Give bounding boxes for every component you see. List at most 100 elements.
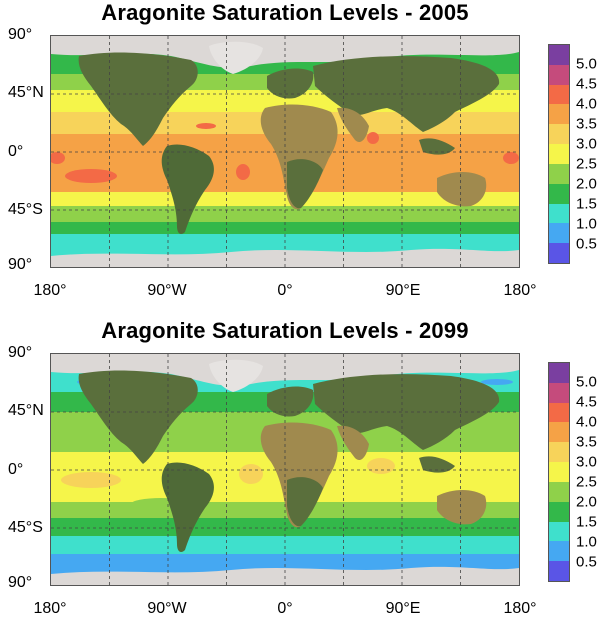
legend-tick: 1.0 <box>576 215 597 233</box>
x-label-180w: 180° <box>33 282 67 299</box>
legend-swatch <box>549 521 569 542</box>
legend-tick: 5.0 <box>576 373 597 391</box>
patch-pacific <box>61 472 121 488</box>
legend-tick: 0.5 <box>576 235 597 253</box>
legend-swatch <box>549 223 569 244</box>
legend-swatch <box>549 561 569 581</box>
legend-swatch <box>549 124 569 145</box>
legend-swatch <box>549 183 569 204</box>
map-title: Aragonite Saturation Levels - 2005 <box>101 0 469 25</box>
legend-tick: 3.5 <box>576 433 597 451</box>
legend-swatch <box>549 104 569 125</box>
y-label-45s: 45°S <box>8 519 43 536</box>
x-label-90w: 90°W <box>147 600 187 617</box>
x-label-180e: 180° <box>503 600 537 617</box>
legend-tick: 1.5 <box>576 195 597 213</box>
legend-swatch <box>549 163 569 184</box>
band-south-high <box>51 536 519 554</box>
legend-tick: 1.0 <box>576 533 597 551</box>
legend-swatch <box>549 481 569 502</box>
patch-atlantic <box>239 464 263 484</box>
legend-swatch <box>549 422 569 443</box>
legend-swatch <box>549 363 569 383</box>
legend-swatch <box>549 64 569 85</box>
legend-tick: 1.5 <box>576 513 597 531</box>
saturation-map <box>50 35 520 268</box>
hotspot-atlantic <box>236 164 250 180</box>
legend-swatch <box>549 442 569 463</box>
y-label-90n: 90° <box>8 26 33 43</box>
greenland <box>209 41 263 74</box>
hotspot-east-pacific <box>503 152 519 164</box>
color-legend <box>548 44 570 264</box>
legend-tick: 3.0 <box>576 135 597 153</box>
maritime-asia <box>419 138 455 155</box>
x-label-90e: 90°E <box>385 600 421 617</box>
legend-swatch <box>549 84 569 105</box>
y-label-45n: 45°N <box>8 84 44 101</box>
south-america <box>161 144 214 234</box>
legend-tick: 4.0 <box>576 413 597 431</box>
band-south-mid <box>51 518 519 536</box>
hotspot-indian <box>367 132 379 144</box>
legend-tick: 2.0 <box>576 493 597 511</box>
legend-tick: 2.5 <box>576 473 597 491</box>
graticule <box>51 354 519 585</box>
africa <box>260 104 338 210</box>
legend-tick: 4.0 <box>576 95 597 113</box>
legend-tick: 4.5 <box>576 393 597 411</box>
legend-swatch <box>549 243 569 263</box>
patch-indian <box>367 458 395 474</box>
graticule <box>51 36 519 267</box>
legend-swatch <box>549 203 569 224</box>
y-label-45s: 45°S <box>8 201 43 218</box>
saturation-map <box>50 353 520 586</box>
x-label-180e: 180° <box>503 282 537 299</box>
africa-south <box>287 477 323 527</box>
band-southern-ocean <box>51 234 519 256</box>
hotspot-atlantic-north <box>196 123 216 129</box>
x-label-180w: 180° <box>33 600 67 617</box>
hotspot-pacific-west <box>51 152 65 164</box>
arabia-india <box>337 107 369 143</box>
australia <box>437 172 487 207</box>
y-label-45n: 45°N <box>8 402 44 419</box>
map-panel-2005: Aragonite Saturation Levels - 2005 <box>0 0 600 312</box>
hotspot-pacific <box>65 169 117 183</box>
europe <box>267 386 314 417</box>
legend-tick: 2.0 <box>576 175 597 193</box>
map-canvas <box>51 36 519 267</box>
x-label-0: 0° <box>277 600 293 617</box>
greenland <box>209 359 263 392</box>
legend-swatch <box>549 144 569 164</box>
legend-tick: 3.5 <box>576 115 597 133</box>
band-south-mid <box>51 206 519 222</box>
legend-tick: 3.0 <box>576 453 597 471</box>
legend-swatch <box>549 541 569 562</box>
map-canvas <box>51 354 519 585</box>
map-panel-2099: Aragonite Saturation Levels - 2099 <box>0 318 600 630</box>
arabia-india <box>337 425 369 461</box>
legend-swatch <box>549 382 569 403</box>
legend-swatch <box>549 402 569 423</box>
x-label-90w: 90°W <box>147 282 187 299</box>
africa-south <box>287 159 323 209</box>
x-label-90e: 90°E <box>385 282 421 299</box>
legend-swatch <box>549 45 569 65</box>
south-america <box>161 462 214 552</box>
legend-tick: 0.5 <box>576 553 597 571</box>
patch-north-blue-east <box>481 379 513 385</box>
legend-tick: 2.5 <box>576 155 597 173</box>
north-america <box>78 52 198 146</box>
legend-swatch <box>549 462 569 482</box>
australia <box>437 490 487 525</box>
y-label-90n: 90° <box>8 344 33 361</box>
europe <box>267 68 314 99</box>
north-america <box>78 370 198 464</box>
color-legend <box>548 362 570 582</box>
maritime-asia <box>419 456 455 473</box>
legend-swatch <box>549 501 569 522</box>
y-label-90s: 90° <box>8 574 33 591</box>
x-label-0: 0° <box>277 282 293 299</box>
legend-tick: 4.5 <box>576 75 597 93</box>
